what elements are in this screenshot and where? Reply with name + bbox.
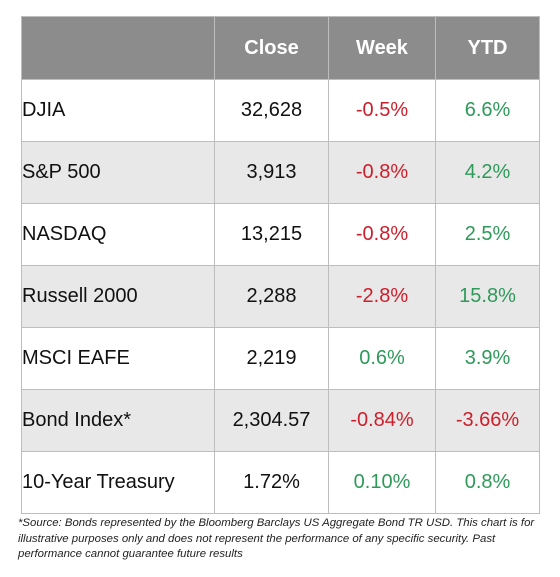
- header-close: Close: [214, 16, 329, 80]
- row-week: -0.84%: [328, 389, 436, 452]
- table-body: DJIA 32,628 -0.5% 6.6% S&P 500 3,913 -0.8% 4.2%…: [21, 79, 540, 514]
- row-close: 2,304.57: [214, 389, 329, 452]
- row-close: 2,288: [214, 265, 329, 328]
- market-summary-table: Close Week YTD DJIA 32,628 -0.5% 6.6% S&P 50…: [21, 16, 540, 514]
- row-week: -0.8%: [328, 203, 436, 266]
- header-row: Close Week YTD: [21, 16, 540, 80]
- row-week: 0.10%: [328, 451, 436, 514]
- table-row: DJIA 32,628 -0.5% 6.6%: [21, 79, 540, 142]
- table-row: S&P 500 3,913 -0.8% 4.2%: [21, 141, 540, 204]
- row-name: MSCI EAFE: [21, 327, 215, 390]
- row-close: 2,219: [214, 327, 329, 390]
- row-ytd: 3.9%: [435, 327, 540, 390]
- row-ytd: 4.2%: [435, 141, 540, 204]
- row-name: S&P 500: [21, 141, 215, 204]
- header-ytd: YTD: [435, 16, 540, 80]
- row-ytd: 6.6%: [435, 79, 540, 142]
- row-week: -0.5%: [328, 79, 436, 142]
- row-week: 0.6%: [328, 327, 436, 390]
- row-week: -0.8%: [328, 141, 436, 204]
- row-name: 10-Year Treasury: [21, 451, 215, 514]
- row-close: 3,913: [214, 141, 329, 204]
- row-close: 13,215: [214, 203, 329, 266]
- row-ytd: -3.66%: [435, 389, 540, 452]
- table-row: NASDAQ 13,215 -0.8% 2.5%: [21, 203, 540, 266]
- row-name: Russell 2000: [21, 265, 215, 328]
- row-name: Bond Index*: [21, 389, 215, 452]
- row-week: -2.8%: [328, 265, 436, 328]
- table-row: 10-Year Treasury 1.72% 0.10% 0.8%: [21, 451, 540, 514]
- row-name: DJIA: [21, 79, 215, 142]
- table-row: MSCI EAFE 2,219 0.6% 3.9%: [21, 327, 540, 390]
- table-row: Russell 2000 2,288 -2.8% 15.8%: [21, 265, 540, 328]
- footnote: *Source: Bonds represented by the Bloomb…: [18, 517, 535, 560]
- row-close: 1.72%: [214, 451, 329, 514]
- row-ytd: 15.8%: [435, 265, 540, 328]
- row-name: NASDAQ: [21, 203, 215, 266]
- header-blank: [21, 16, 215, 80]
- row-ytd: 2.5%: [435, 203, 540, 266]
- table-row: Bond Index* 2,304.57 -0.84% -3.66%: [21, 389, 540, 452]
- header-week: Week: [328, 16, 436, 80]
- row-close: 32,628: [214, 79, 329, 142]
- row-ytd: 0.8%: [435, 451, 540, 514]
